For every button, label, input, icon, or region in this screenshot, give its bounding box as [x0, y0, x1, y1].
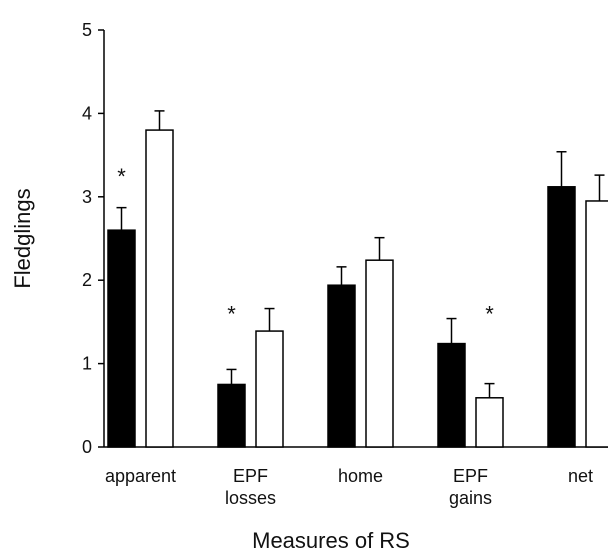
bar — [217, 383, 246, 448]
axes — [98, 29, 608, 448]
x-axis-title: Measures of RS — [252, 528, 410, 553]
bar — [547, 186, 576, 448]
x-tick-label-line: losses — [225, 488, 276, 508]
x-tick-label-line: gains — [449, 488, 492, 508]
y-tick-label: 0 — [82, 437, 92, 457]
x-tick-label-line: home — [338, 466, 383, 486]
significance-marker: * — [485, 301, 494, 326]
y-axis-title: Fledglings — [10, 188, 35, 288]
x-tick-label: EPF losses — [225, 466, 276, 508]
x-tick-label: net — [568, 466, 593, 486]
x-tick-label-line: EPF — [453, 466, 488, 486]
bars — [107, 110, 608, 448]
y-tick-label: 3 — [82, 187, 92, 207]
bar — [437, 342, 466, 448]
x-tick-label-line: EPF — [233, 466, 268, 486]
y-tick-label: 4 — [82, 103, 92, 123]
x-tick-label: EPF gains — [449, 466, 492, 508]
y-tick-label: 1 — [82, 354, 92, 374]
y-tick-label: 2 — [82, 270, 92, 290]
x-tick-label: apparent — [105, 466, 176, 486]
x-tick-label-line: net — [568, 466, 593, 486]
bar — [107, 229, 136, 448]
x-tick-label-line: apparent — [105, 466, 176, 486]
bar — [365, 259, 394, 448]
bar — [475, 397, 504, 448]
bar — [585, 200, 608, 448]
bar — [327, 284, 356, 448]
bar — [145, 129, 174, 448]
y-tick-label: 5 — [82, 20, 92, 40]
bar — [255, 330, 284, 448]
x-tick-label: home — [338, 466, 383, 486]
significance-marker: * — [117, 164, 126, 189]
significance-marker: * — [227, 301, 236, 326]
